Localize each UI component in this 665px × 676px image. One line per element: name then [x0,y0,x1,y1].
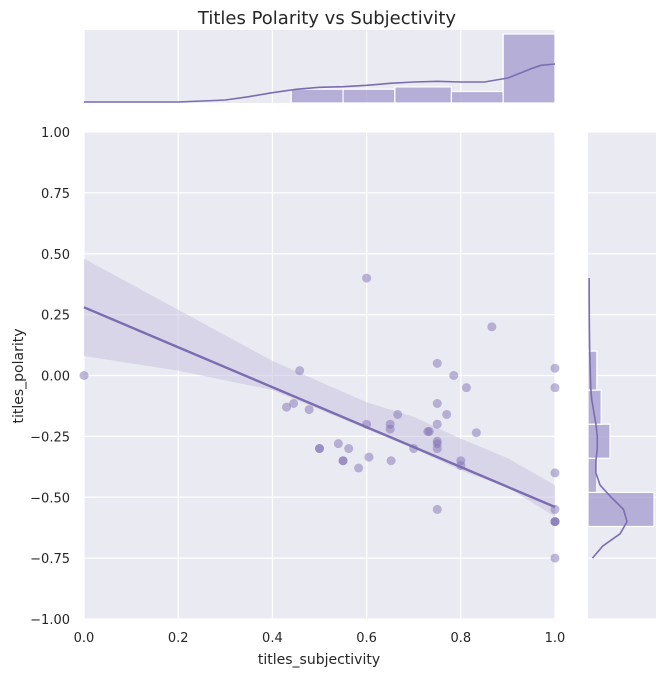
top-hist-bar [342,88,396,104]
scatter-point [432,444,442,454]
x-tick-label: 0.0 [74,631,95,646]
scatter-point [354,463,364,473]
scatter-point [432,504,442,514]
x-axis-label: titles_subjectivity [258,652,380,668]
right-hist-bar [587,423,611,459]
scatter-point [333,439,343,449]
scatter-point [550,383,560,393]
x-tick-label: 1.0 [545,631,566,646]
scatter-point [550,363,560,373]
scatter-point [364,452,374,462]
top-hist-bar [290,88,344,104]
scatter-point [362,273,372,283]
scatter-point [385,424,395,434]
right-marginal-kde-line [588,278,628,559]
scatter-point [471,428,481,438]
scatter-point [304,405,314,415]
scatter-point [461,383,471,393]
scatter-point [487,322,497,332]
top-marginal-kde-line [84,63,556,103]
scatter-point [550,468,560,478]
scatter-point [449,371,459,380]
x-tick-label: 0.6 [356,631,377,646]
scatter-point [550,517,560,527]
scatter-point [289,399,299,409]
y-tick-label: 1.00 [41,126,70,141]
scatter-point [315,444,324,454]
x-axis-tick-labels: 0.0 0.2 0.4 0.6 0.8 1.0 [74,631,566,646]
top-hist-bar [450,90,504,104]
chart-title: Titles Polarity vs Subjectivity [197,8,457,29]
y-axis-label: titles_polarity [11,328,27,423]
scatter-point [432,419,442,429]
scatter-point [442,409,452,419]
right-hist-bar [587,491,655,528]
scatter-point [550,553,560,563]
y-tick-label: −1.00 [30,613,70,628]
scatter-point [432,399,442,409]
y-tick-label: −0.25 [30,430,70,445]
scatter-point [386,456,396,466]
y-tick-label: 0.25 [41,309,70,324]
scatter-point [338,456,348,466]
top-marginal-panel [83,30,556,104]
top-hist-bar [502,33,556,104]
x-tick-label: 0.4 [262,631,283,646]
y-tick-label: −0.75 [30,552,70,567]
scatter-point [424,427,434,437]
top-hist-bar [394,86,452,104]
scatter-point [344,444,354,454]
scatter-point [295,366,305,376]
y-tick-label: 0.50 [41,248,70,263]
right-hist-bar [587,350,598,391]
scatter-point [432,358,442,368]
y-tick-label: 0.00 [41,370,70,385]
right-marginal-panel [587,131,656,620]
x-tick-label: 0.8 [450,631,471,646]
y-axis-tick-labels: −1.00 −0.75 −0.50 −0.25 0.00 0.25 0.50 0.75 1.00 [30,126,70,628]
main-plot-panel [79,131,560,620]
regression-line [83,306,556,509]
x-tick-label: 0.2 [168,631,189,646]
scatter-point [79,371,89,380]
scatter-points [79,273,560,563]
y-tick-label: −0.50 [30,491,70,506]
top-marginal-histogram [290,33,556,104]
scatter-point [393,409,403,419]
scatter-point [282,402,292,412]
y-tick-label: 0.75 [41,187,70,202]
